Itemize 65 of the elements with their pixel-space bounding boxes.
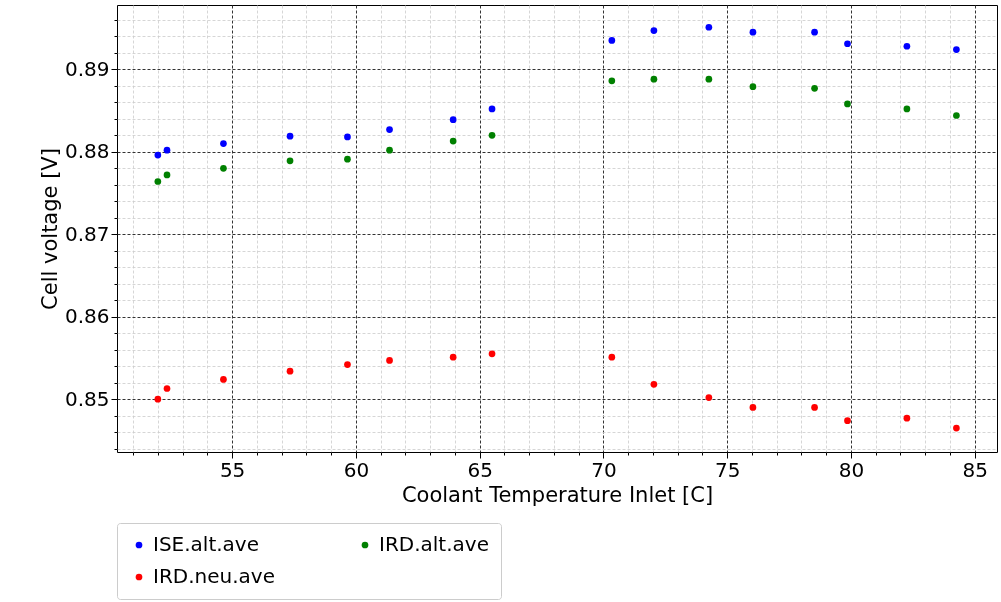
- point: [449, 137, 457, 145]
- x-axis-title: Coolant Temperature Inlet [C]: [401, 482, 714, 507]
- point: [386, 146, 393, 154]
- y-tick-label: 0.88: [64, 139, 110, 164]
- point: [903, 105, 911, 113]
- point: [650, 75, 658, 83]
- point: [749, 28, 757, 36]
- point: [705, 394, 713, 401]
- point: [608, 77, 616, 85]
- point: [811, 84, 818, 92]
- point: [163, 146, 171, 154]
- point: [488, 131, 496, 139]
- point: [749, 404, 757, 411]
- point: [449, 116, 457, 123]
- point: [749, 83, 757, 90]
- point: [844, 417, 851, 425]
- y-tick-label: 0.86: [64, 304, 110, 329]
- x-tick-label: 75: [714, 457, 741, 482]
- point: [650, 27, 658, 34]
- point: [286, 157, 294, 165]
- y-tick-label: 0.87: [64, 221, 110, 246]
- point: [705, 23, 713, 31]
- point: [953, 46, 960, 53]
- point: [844, 100, 851, 108]
- point: [344, 133, 351, 141]
- y-tick-label: 0.85: [64, 386, 110, 411]
- point: [608, 37, 616, 44]
- point: [386, 357, 393, 364]
- point: [650, 381, 658, 388]
- point: [844, 40, 851, 48]
- point: [154, 178, 162, 185]
- point: [286, 132, 294, 140]
- point: [163, 171, 171, 179]
- point: [608, 353, 616, 361]
- x-tick-label: 85: [962, 457, 988, 482]
- point: [154, 151, 162, 159]
- x-tick-label: 65: [467, 457, 493, 482]
- point: [344, 155, 351, 163]
- y-tick-label: 0.89: [64, 56, 110, 81]
- point: [903, 414, 911, 422]
- point: [220, 164, 227, 172]
- point: [344, 361, 351, 368]
- x-tick-label: 80: [838, 457, 865, 482]
- point: [154, 395, 162, 403]
- point: [163, 385, 171, 392]
- point: [811, 28, 818, 36]
- point: [488, 350, 496, 358]
- y-axis-title: Cell voltage [V]: [37, 148, 62, 310]
- point: [220, 140, 227, 147]
- point: [903, 42, 911, 50]
- point: [705, 75, 713, 83]
- x-tick-label: 60: [343, 457, 370, 482]
- x-tick-label: 70: [591, 457, 617, 482]
- point: [953, 112, 960, 119]
- point: [286, 367, 294, 375]
- point: [220, 376, 227, 383]
- point: [811, 404, 818, 411]
- x-tick-label: 55: [219, 457, 246, 482]
- point: [449, 353, 457, 361]
- point: [386, 126, 393, 133]
- point: [488, 105, 496, 113]
- legend-label: ISE.alt.ave: [153, 532, 259, 556]
- point: [953, 424, 960, 432]
- legend-label: IRD.alt.ave: [379, 532, 489, 556]
- legend-label: IRD.neu.ave: [153, 564, 275, 588]
